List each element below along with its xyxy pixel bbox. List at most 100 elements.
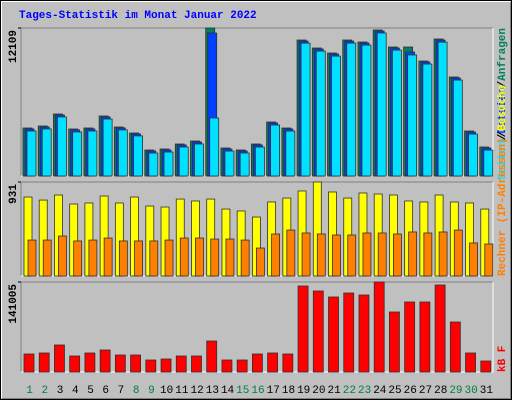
- bar: [438, 231, 448, 277]
- bar: [255, 247, 265, 277]
- bar: [240, 239, 250, 277]
- bar: [480, 360, 492, 373]
- bar: [407, 54, 418, 177]
- chart-title: Tages-Statistik im Monat Januar 2022: [19, 10, 257, 22]
- bar: [191, 355, 202, 373]
- x-tick-label: 5: [87, 385, 94, 397]
- x-tick-label: 12: [190, 385, 203, 397]
- bar: [422, 63, 433, 177]
- legend-entry: Dateien: [497, 87, 509, 133]
- x-tick-label: 23: [358, 385, 371, 397]
- bar: [194, 143, 204, 177]
- bar: [38, 352, 50, 373]
- bar: [270, 124, 281, 177]
- bar: [452, 79, 463, 177]
- bar: [434, 284, 446, 373]
- bar: [73, 240, 83, 277]
- bar: [328, 296, 339, 373]
- x-tick-label: 15: [236, 385, 249, 397]
- legend-entry: Rechner (IP-Adressen): [497, 137, 509, 276]
- legend-separator: /: [497, 80, 509, 87]
- bar: [148, 152, 159, 177]
- bar: [376, 32, 387, 177]
- bar: [286, 229, 296, 277]
- bar: [149, 240, 159, 277]
- bar: [332, 234, 341, 277]
- x-tick-label: 2: [42, 385, 49, 397]
- bar: [316, 233, 326, 277]
- bar: [27, 239, 37, 277]
- bar: [103, 237, 113, 277]
- bar: [178, 146, 189, 177]
- bar: [57, 116, 67, 177]
- x-tick-label: 27: [419, 385, 432, 397]
- bar: [54, 344, 65, 373]
- bar: [331, 55, 341, 177]
- bar: [347, 234, 357, 277]
- x-tick-label: 18: [282, 385, 295, 397]
- bar: [41, 128, 52, 177]
- bar: [282, 353, 294, 373]
- bar: [404, 301, 416, 373]
- bar: [69, 355, 81, 373]
- bar: [209, 117, 220, 177]
- bar: [468, 133, 478, 177]
- bar: [195, 237, 204, 277]
- bar: [88, 239, 98, 277]
- bar: [84, 352, 96, 373]
- x-tick-label: 31: [480, 385, 494, 397]
- legend: kB F: [497, 346, 509, 372]
- bar: [453, 229, 463, 277]
- bar: [389, 311, 400, 373]
- bar: [393, 233, 402, 277]
- bar: [361, 44, 372, 177]
- bar: [221, 359, 233, 373]
- y-tick-label: 12109: [8, 30, 20, 63]
- bar: [163, 151, 174, 177]
- bar: [133, 135, 143, 177]
- bar: [72, 131, 83, 177]
- bar: [484, 243, 494, 277]
- bar: [315, 50, 326, 177]
- x-tick-label: 7: [118, 385, 125, 397]
- bar: [301, 232, 311, 277]
- bar: [483, 149, 494, 177]
- x-tick-label: 4: [72, 385, 79, 397]
- bar: [358, 294, 370, 373]
- bar: [102, 118, 113, 177]
- bar: [117, 129, 128, 177]
- y-tick-label: 931: [8, 184, 20, 204]
- bar: [465, 352, 476, 373]
- bar: [362, 232, 372, 277]
- bar: [419, 301, 431, 373]
- bar: [130, 354, 141, 373]
- legend-separator: /: [497, 133, 509, 140]
- bar: [134, 240, 143, 277]
- bar: [145, 359, 157, 373]
- x-tick-label: 8: [133, 385, 140, 397]
- x-tick-label: 22: [343, 385, 356, 397]
- bar: [408, 231, 418, 277]
- x-tick-label: 9: [148, 385, 155, 397]
- x-tick-label: 21: [328, 385, 342, 397]
- bar: [23, 353, 35, 373]
- bar: [423, 232, 433, 277]
- x-tick-label: 26: [404, 385, 417, 397]
- x-tick-label: 11: [175, 385, 189, 397]
- legend-separator: /: [497, 130, 509, 137]
- bar: [160, 358, 172, 373]
- bar: [225, 238, 235, 277]
- bar: [392, 49, 402, 177]
- bar: [346, 42, 357, 177]
- x-tick-label: 25: [388, 385, 401, 397]
- x-tick-label: 14: [221, 385, 235, 397]
- bar: [343, 292, 355, 373]
- bar: [206, 340, 218, 373]
- bar: [449, 321, 461, 373]
- bar: [271, 233, 281, 277]
- x-tick-label: 10: [160, 385, 173, 397]
- bar: [254, 146, 265, 177]
- legend: Seiten/Dateien/Anfragen: [497, 28, 509, 180]
